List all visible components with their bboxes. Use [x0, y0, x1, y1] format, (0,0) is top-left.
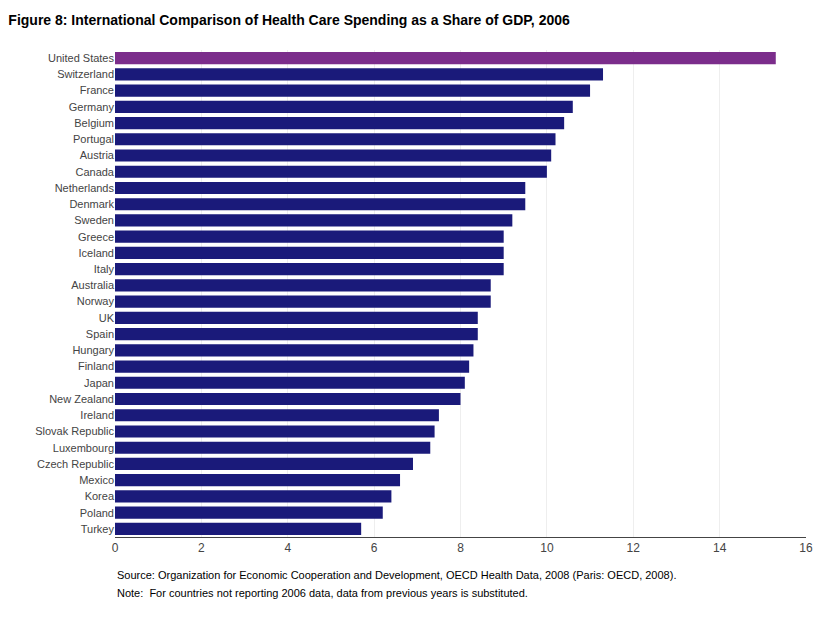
- svg-text:Norway: Norway: [77, 295, 115, 307]
- svg-text:Ireland: Ireland: [80, 409, 114, 421]
- svg-text:Netherlands: Netherlands: [55, 182, 115, 194]
- svg-text:Poland: Poland: [80, 507, 114, 519]
- svg-text:Iceland: Iceland: [79, 247, 114, 259]
- svg-text:Switzerland: Switzerland: [57, 68, 114, 80]
- svg-text:Figure 8: International Compar: Figure 8: International Comparison of He…: [8, 12, 570, 28]
- svg-text:Greece: Greece: [78, 231, 114, 243]
- svg-text:6: 6: [371, 541, 378, 555]
- svg-text:Austria: Austria: [80, 149, 115, 161]
- svg-text:14: 14: [713, 541, 727, 555]
- svg-text:Sweden: Sweden: [74, 214, 114, 226]
- svg-text:Spain: Spain: [86, 328, 114, 340]
- svg-text:Australia: Australia: [71, 279, 115, 291]
- svg-text:Canada: Canada: [75, 166, 114, 178]
- svg-text:United States: United States: [48, 52, 115, 64]
- svg-text:0: 0: [112, 541, 119, 555]
- svg-text:Turkey: Turkey: [81, 523, 115, 535]
- svg-text:Note: For countries not repor: Note: For countries not reporting 2006 d…: [117, 587, 528, 599]
- svg-text:France: France: [80, 84, 114, 96]
- svg-text:Italy: Italy: [94, 263, 115, 275]
- svg-text:16: 16: [799, 541, 813, 555]
- svg-text:Portugal: Portugal: [73, 133, 114, 145]
- svg-text:Denmark: Denmark: [69, 198, 114, 210]
- svg-text:Slovak Republic: Slovak Republic: [35, 425, 114, 437]
- svg-text:UK: UK: [99, 312, 115, 324]
- svg-text:Belgium: Belgium: [74, 117, 114, 129]
- svg-text:4: 4: [284, 541, 291, 555]
- svg-text:Hungary: Hungary: [72, 344, 114, 356]
- svg-text:Czech Republic: Czech Republic: [37, 458, 115, 470]
- svg-text:Mexico: Mexico: [79, 474, 114, 486]
- svg-text:8: 8: [457, 541, 464, 555]
- svg-text:New Zealand: New Zealand: [49, 393, 114, 405]
- svg-text:12: 12: [627, 541, 641, 555]
- svg-text:10: 10: [540, 541, 554, 555]
- svg-text:Korea: Korea: [85, 490, 115, 502]
- svg-text:Japan: Japan: [84, 377, 114, 389]
- svg-text:Source: Organization for Econo: Source: Organization for Economic Cooper…: [117, 569, 676, 581]
- svg-text:2: 2: [198, 541, 205, 555]
- svg-text:Germany: Germany: [69, 101, 115, 113]
- svg-text:Finland: Finland: [78, 360, 114, 372]
- svg-text:Luxembourg: Luxembourg: [53, 442, 114, 454]
